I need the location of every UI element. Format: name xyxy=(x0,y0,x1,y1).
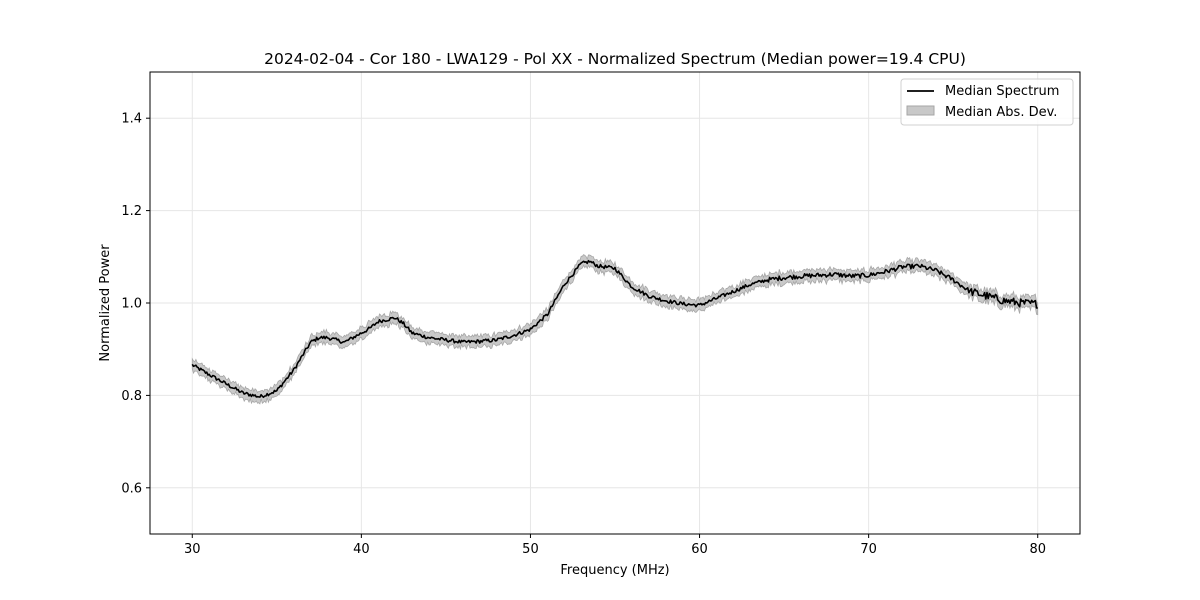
y-tick-label: 1.4 xyxy=(121,112,142,127)
x-axis-label: Frequency (MHz) xyxy=(560,563,669,578)
x-tick-label: 30 xyxy=(184,542,201,557)
legend-label-median-spectrum: Median Spectrum xyxy=(945,84,1059,99)
x-tick-label: 60 xyxy=(691,542,708,557)
median-line-layer xyxy=(191,259,1038,399)
legend: Median Spectrum Median Abs. Dev. xyxy=(900,78,1074,126)
x-tick-label: 70 xyxy=(860,542,877,557)
median-spectrum-line xyxy=(191,259,1038,399)
legend-box xyxy=(900,78,1074,126)
y-tick-label: 1.0 xyxy=(121,297,142,312)
x-axis-ticks: 30 40 50 60 70 80 xyxy=(184,534,1046,557)
y-tick-label: 0.8 xyxy=(121,389,142,404)
chart-title: 2024-02-04 - Cor 180 - LWA129 - Pol XX -… xyxy=(264,50,966,68)
x-tick-label: 80 xyxy=(1029,542,1046,557)
y-axis-label: Normalized Power xyxy=(98,244,113,362)
y-tick-label: 0.6 xyxy=(121,481,142,496)
legend-band-swatch xyxy=(906,105,935,116)
y-tick-label: 1.2 xyxy=(121,204,142,219)
x-tick-label: 40 xyxy=(353,542,370,557)
x-tick-label: 50 xyxy=(522,542,539,557)
y-axis-ticks: 0.6 0.8 1.0 1.2 1.4 xyxy=(121,112,150,496)
legend-label-median-abs-dev: Median Abs. Dev. xyxy=(945,105,1057,120)
